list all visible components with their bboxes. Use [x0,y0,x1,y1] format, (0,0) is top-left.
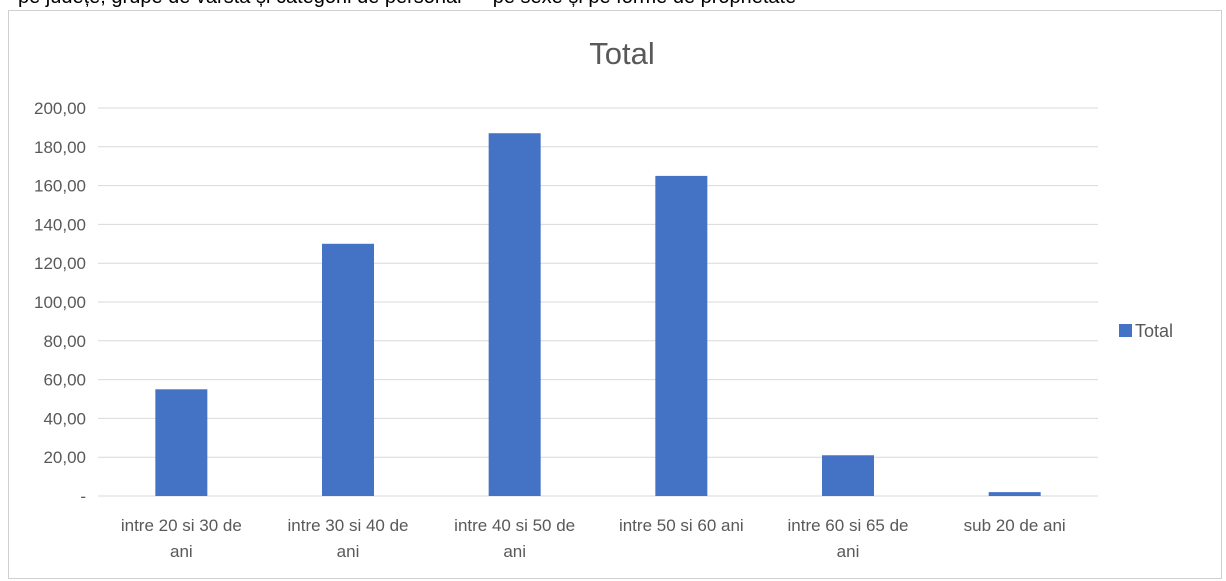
x-tick-label: intre 20 si 30 de ani [121,516,242,561]
legend-label: Total [1135,321,1173,341]
chart-title: Total [589,36,654,71]
cropped-header-text: pe județe, grupe de vârstă și categorii … [18,0,796,9]
y-axis-tick-labels: - 20,00 40,00 60,00 80,00 100,00 120,00 140,00 1… [34,99,86,506]
bar [822,455,874,496]
y-tick-label: 180,00 [34,138,86,157]
x-tick-label: intre 40 si 50 de ani [454,516,575,561]
y-tick-label: - [80,487,86,506]
y-tick-label: 100,00 [34,293,86,312]
legend-swatch [1119,324,1132,337]
x-axis-tick-labels: intre 20 si 30 de ani intre 30 si 40 de ani… [121,516,1066,561]
gridlines [98,107,1098,497]
cropped-header-text-strip: pe județe, grupe de vârstă și categorii … [0,0,1226,10]
bar [488,133,541,496]
y-tick-label: 120,00 [34,254,86,273]
y-tick-label: 40,00 [43,409,86,428]
chart-frame [8,10,1222,579]
legend: Total [1119,321,1173,341]
x-tick-label: intre 60 si 65 de ani [788,516,909,561]
y-tick-label: 60,00 [43,371,86,390]
y-tick-label: 160,00 [34,177,86,196]
bars [155,133,1041,496]
x-tick-label: intre 50 si 60 ani [619,516,744,535]
x-tick-label: sub 20 de ani [964,516,1066,535]
bar [322,243,374,496]
y-tick-label: 200,00 [34,99,86,118]
y-tick-label: 20,00 [43,448,86,467]
y-tick-label: 80,00 [43,332,86,351]
bar [988,492,1041,496]
y-tick-label: 140,00 [34,215,86,234]
bar [655,175,708,496]
x-tick-label: intre 30 si 40 de ani [288,516,409,561]
bar [155,389,208,496]
